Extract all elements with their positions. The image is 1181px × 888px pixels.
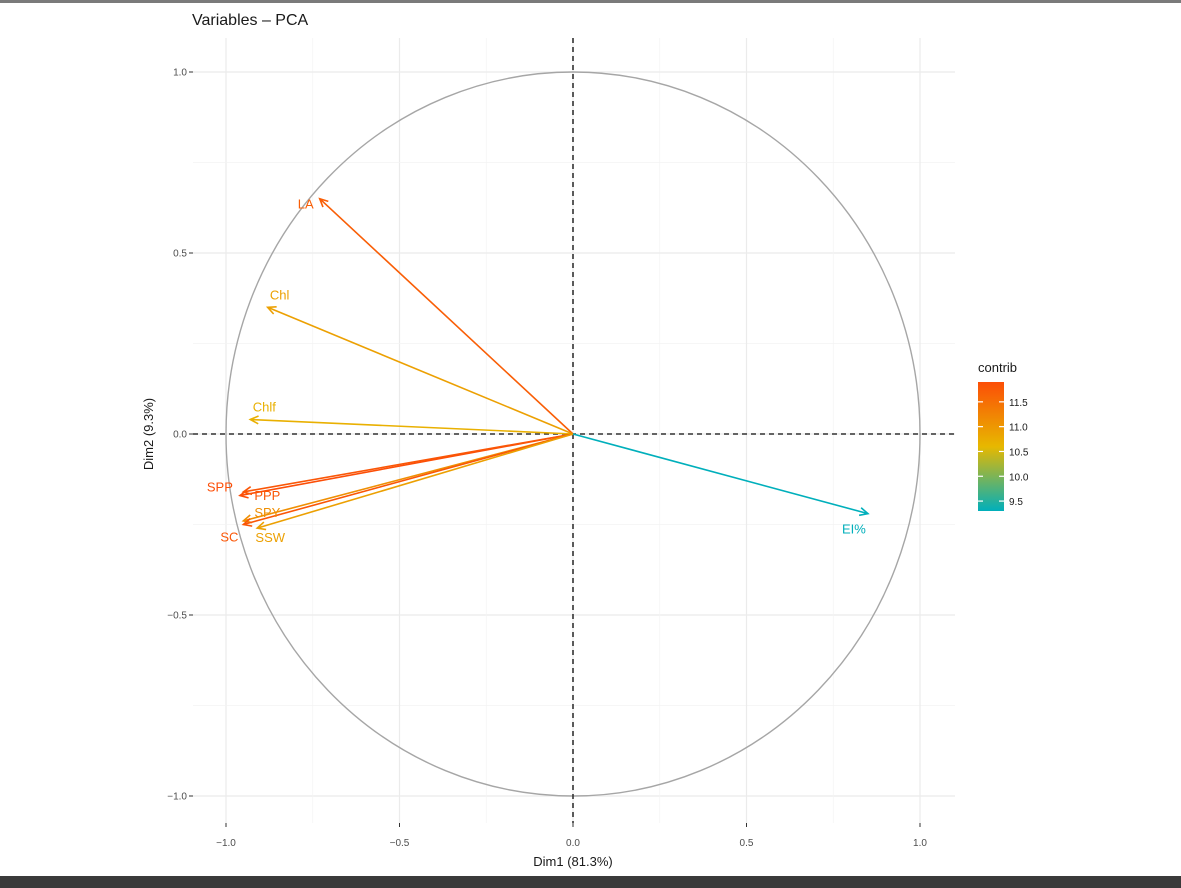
arrowhead-chl — [265, 306, 277, 315]
label-sc: SC — [220, 530, 238, 545]
y-tick-label: −0.5 — [167, 611, 187, 622]
x-axis-title: Dim1 (81.3%) — [533, 854, 612, 869]
grid-lines — [193, 38, 955, 823]
legend-tick-label: 11.5 — [1009, 398, 1028, 409]
legend-tick-label: 11.0 — [1009, 423, 1028, 434]
arrow-ssw — [257, 433, 574, 529]
chart-title: Variables – PCA — [192, 12, 309, 29]
axis-ticks: −1.0 −0.5 0.0 0.5 1.0 1.0 0.5 0.0 −0.5 −1.0 — [167, 68, 927, 850]
y-tick-label: 0.5 — [173, 249, 187, 260]
label-spp: SPP — [207, 480, 233, 495]
legend-title: contrib — [978, 360, 1017, 375]
variable-arrows — [238, 197, 870, 531]
arrowhead-spy — [241, 514, 253, 524]
y-axis-title: Dim2 (9.3%) — [141, 398, 156, 470]
x-tick-label: −0.5 — [390, 838, 410, 849]
x-tick-label: −1.0 — [216, 838, 236, 849]
arrow-ppp — [243, 433, 574, 493]
legend-tick-label: 10.0 — [1009, 472, 1029, 483]
arrowhead-eipct — [858, 507, 870, 517]
label-chl: Chl — [270, 287, 290, 302]
label-ppp: PPP — [254, 488, 280, 503]
legend-tick-label: 9.5 — [1009, 497, 1023, 508]
window-top-border — [0, 0, 1181, 3]
legend-tick-label: 10.5 — [1009, 447, 1029, 458]
arrow-eipct — [572, 433, 869, 515]
arrow-la — [319, 198, 574, 435]
arrowhead-ppp — [241, 486, 253, 496]
arrow-sc — [243, 433, 574, 526]
arrowhead-la — [318, 197, 329, 208]
label-spy: SPY — [254, 505, 280, 520]
label-ssw: SSW — [255, 530, 285, 545]
window-bottom-bar — [0, 876, 1181, 888]
arrowhead-sc — [241, 517, 253, 527]
arrowhead-chlf — [248, 415, 259, 425]
variable-labels: LA Chl Chlf SPP PPP SPY SC SSW EI% — [207, 197, 866, 545]
arrow-chl — [267, 306, 574, 435]
y-tick-label: 1.0 — [173, 68, 187, 79]
arrow-chlf — [250, 418, 574, 435]
x-tick-label: 0.0 — [566, 838, 580, 849]
y-tick-label: −1.0 — [167, 792, 187, 803]
legend-ticks: 9.5 10.0 10.5 11.0 11.5 — [978, 398, 1029, 508]
x-tick-label: 1.0 — [913, 838, 927, 849]
label-eipct: EI% — [842, 522, 866, 537]
arrowhead-ssw — [255, 521, 267, 531]
y-tick-label: 0.0 — [173, 430, 187, 441]
label-la: LA — [298, 197, 314, 212]
x-tick-label: 0.5 — [740, 838, 754, 849]
legend-colorbar — [978, 382, 1004, 511]
label-chlf: Chlf — [253, 400, 277, 415]
contrib-legend: contrib 9.5 10.0 10.5 11.0 11.5 — [978, 360, 1029, 511]
